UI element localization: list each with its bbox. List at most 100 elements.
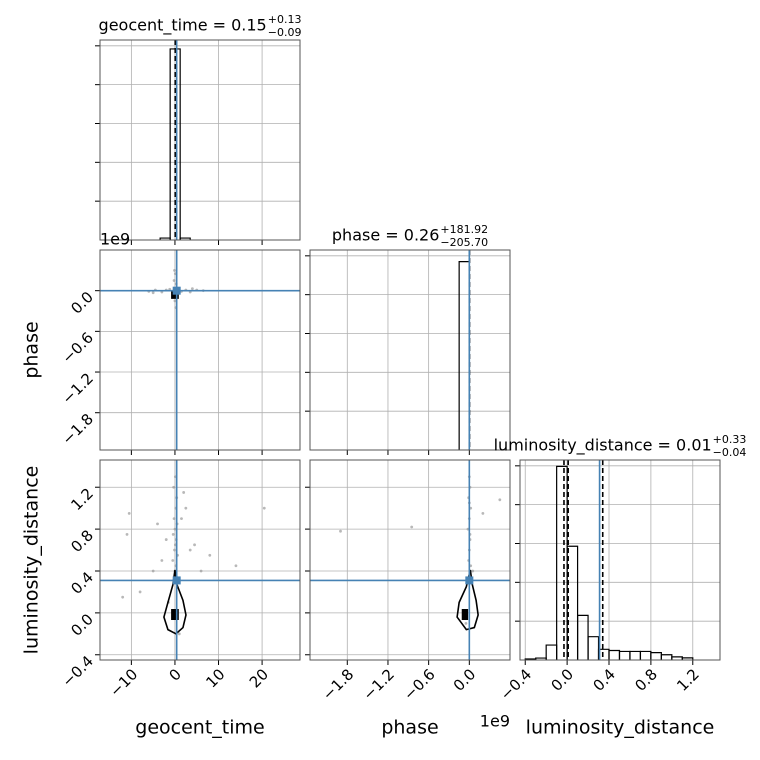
x-tick-label: 1.2 [673,665,703,695]
scatter-point [125,532,129,536]
panel: −1.8−1.2−0.6 0.0 [305,459,511,704]
scatter-point [172,485,176,489]
scatter-point [172,279,176,282]
x-tick-label: 0 [165,665,184,684]
x-offset-label: 1e9 [480,712,510,731]
scatter-point [171,559,175,562]
histogram-bin [681,657,694,660]
title-lower: −205.70 [440,236,488,249]
scatter-point [199,569,203,573]
scatter-point [138,590,142,594]
scatter-point [339,529,342,533]
scatter-point [410,525,414,529]
panel-title: geocent_time = 0.15 +0.13−0.09 [99,13,302,39]
y-axis-label: luminosity_distance [21,466,43,655]
scatter-point [156,522,159,526]
scatter-point [262,506,266,510]
scatter-point [171,532,175,536]
scatter-point [498,498,502,502]
panel-title: phase = 0.26 +181.92−205.70 [332,223,488,249]
title-text: phase = 0.26 [332,226,439,245]
scatter-point [164,538,168,541]
truth-marker [172,286,181,295]
histogram-bin [587,636,600,660]
scatter-point [173,548,176,552]
scatter-point [151,291,155,295]
y-tick-label: 0.4 [67,568,97,598]
histogram-bin [179,237,191,240]
y-tick-label: 0.0 [67,610,97,640]
scatter-point [464,621,468,625]
panel [305,249,511,455]
panel-frame [309,459,511,661]
panel-background [100,40,300,240]
x-tick-label: 0.0 [450,665,480,695]
y-tick-label: 0.8 [67,526,97,556]
x-tick-label: −0.4 [497,665,535,703]
panel-background [100,460,300,660]
scatter-point [173,268,176,272]
scatter-point [234,564,238,568]
x-axis-label: geocent_time [135,717,264,739]
scatter-point [208,553,212,557]
x-tick-label: 0.0 [548,665,578,695]
y-axis-label: phase [21,321,43,378]
scatter-point [127,512,131,515]
y-tick-label: −1.2 [59,369,97,407]
panel-frame [99,39,301,241]
title-upper: +0.13 [268,13,302,26]
panel-background [310,250,510,450]
title-text: geocent_time = 0.15 [99,16,267,36]
x-axis-label: phase [381,717,438,739]
scatter-point [151,569,155,573]
scatter-point [173,527,177,531]
panel: −10 0 10 20 −0.4 0.0 0.4 0.8 1.2 [59,459,301,700]
x-tick-label: 0.4 [589,665,619,695]
contour [456,569,479,631]
scatter-point [182,491,186,494]
title-upper: +181.92 [440,223,488,236]
x-axis-label: luminosity_distance [526,717,715,739]
scatter-point [177,632,181,636]
panel-background [310,460,510,660]
truth-marker [172,576,181,585]
panel [95,39,301,245]
x-tick-label: −1.8 [319,665,357,703]
y-tick-label: 0.0 [67,288,97,318]
histogram-bin [566,545,579,660]
scatter-point [190,287,194,291]
scatter-point [471,569,475,573]
scatter-point [173,299,177,303]
panel-frame [309,249,511,451]
panel: −1.8−1.2−0.6 0.0 [59,249,301,455]
y-offset-label: 1e9 [100,230,130,249]
panel-title: luminosity_distance = 0.01 +0.33−0.04 [494,433,747,459]
panel-background [520,460,720,660]
truth-marker [465,576,474,585]
x-tick-label: 10 [202,665,228,691]
scatter-point [481,512,485,515]
y-tick-label: −0.4 [59,652,97,690]
x-tick-label: 0.8 [631,665,661,695]
panel-frame [99,459,301,661]
scatter-point [184,506,188,510]
title-upper: +0.33 [713,433,747,446]
title-lower: −0.04 [713,446,747,459]
scatter-point [188,548,192,552]
panel-background [100,250,300,450]
y-tick-label: 1.2 [67,485,97,515]
panel-frame [99,249,301,451]
x-tick-label: −10 [106,665,141,700]
x-tick-label: −1.2 [359,665,397,703]
scatter-point [172,517,176,521]
contour [461,608,469,620]
x-tick-label: 20 [246,665,272,691]
y-tick-label: −0.6 [59,329,97,367]
scatter-point [121,595,125,599]
title-text: luminosity_distance = 0.01 [494,436,712,456]
panel: −0.4 0.0 0.4 0.8 1.2 [497,459,721,704]
panel-frame [519,459,721,661]
scatter-point [193,543,196,547]
